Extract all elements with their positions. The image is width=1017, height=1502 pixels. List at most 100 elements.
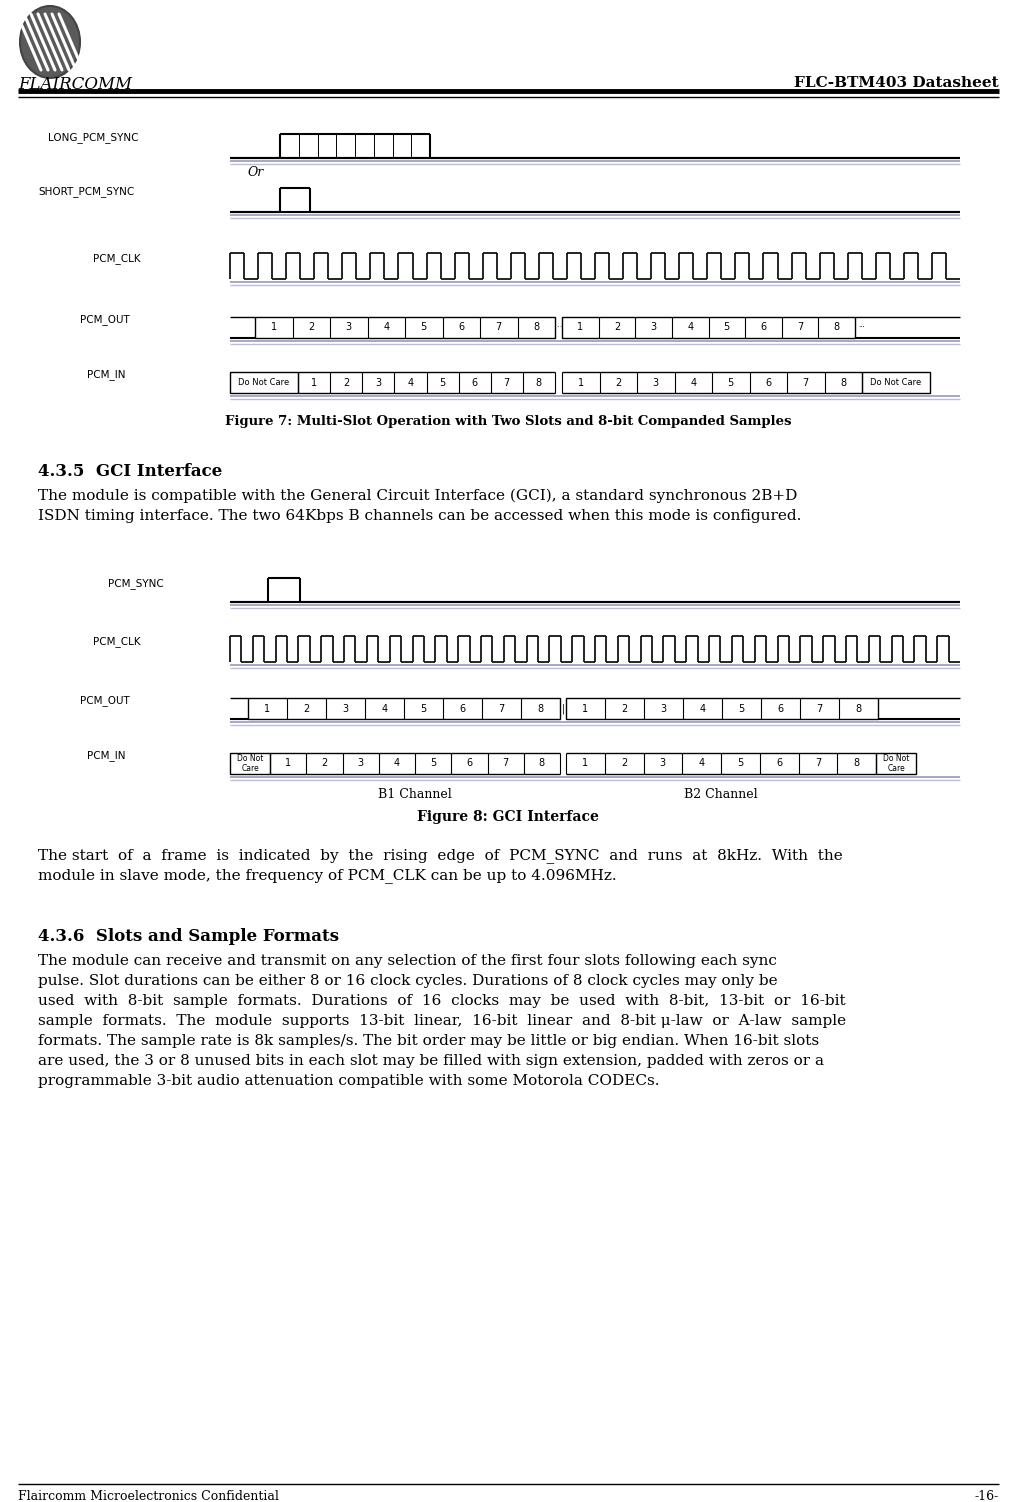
- Text: 7: 7: [797, 323, 803, 332]
- Bar: [562, 317, 855, 338]
- Text: 7: 7: [817, 703, 823, 713]
- Text: 6: 6: [460, 703, 466, 713]
- Text: 5: 5: [737, 759, 743, 769]
- Text: 5: 5: [430, 759, 436, 769]
- Text: sample  formats.  The  module  supports  13-bit  linear,  16-bit  linear  and  8: sample formats. The module supports 13-b…: [38, 1014, 846, 1027]
- Text: 3: 3: [343, 703, 349, 713]
- Text: The module can receive and transmit on any selection of the first four slots fol: The module can receive and transmit on a…: [38, 954, 777, 967]
- Text: B1 Channel: B1 Channel: [378, 789, 452, 801]
- Text: 3: 3: [651, 323, 657, 332]
- Text: PCM_SYNC: PCM_SYNC: [108, 578, 164, 589]
- Bar: [230, 753, 270, 774]
- Text: 5: 5: [738, 703, 744, 713]
- Text: Do Not
Care: Do Not Care: [237, 754, 263, 774]
- Text: formats. The sample rate is 8k samples/s. The bit order may be little or big end: formats. The sample rate is 8k samples/s…: [38, 1033, 819, 1048]
- Text: 7: 7: [498, 703, 504, 713]
- Text: 2: 2: [343, 377, 349, 388]
- Text: FLAIRCOMM: FLAIRCOMM: [18, 77, 132, 93]
- Text: programmable 3-bit audio attenuation compatible with some Motorola CODECs.: programmable 3-bit audio attenuation com…: [38, 1074, 659, 1087]
- Text: 6: 6: [777, 703, 783, 713]
- Text: Or: Or: [248, 167, 264, 179]
- Text: 4: 4: [699, 759, 705, 769]
- Text: pulse. Slot durations can be either 8 or 16 clock cycles. Durations of 8 clock c: pulse. Slot durations can be either 8 or…: [38, 973, 778, 988]
- Text: 1: 1: [311, 377, 317, 388]
- Text: Flaircomm Microelectronics Confidential: Flaircomm Microelectronics Confidential: [18, 1490, 279, 1502]
- Text: 3: 3: [346, 323, 352, 332]
- Text: 2: 2: [308, 323, 314, 332]
- Text: FLC-BTM403 Datasheet: FLC-BTM403 Datasheet: [794, 77, 999, 90]
- Text: LONG_PCM_SYNC: LONG_PCM_SYNC: [48, 132, 138, 143]
- Text: 4: 4: [408, 377, 414, 388]
- Text: ···: ···: [858, 324, 864, 330]
- Text: 8: 8: [537, 703, 543, 713]
- Text: 2: 2: [621, 759, 627, 769]
- Text: 4: 4: [687, 323, 694, 332]
- Text: 1: 1: [285, 759, 291, 769]
- Text: 8: 8: [533, 323, 539, 332]
- Text: Do Not Care: Do Not Care: [238, 379, 290, 388]
- Text: 6: 6: [761, 323, 767, 332]
- Ellipse shape: [20, 6, 80, 78]
- Text: 2: 2: [615, 377, 621, 388]
- Text: -16-: -16-: [974, 1490, 999, 1502]
- Bar: [230, 372, 298, 394]
- Bar: [876, 753, 916, 774]
- Text: 4: 4: [381, 703, 387, 713]
- Text: ···: ···: [554, 323, 562, 332]
- Text: 1: 1: [583, 759, 589, 769]
- Text: module in slave mode, the frequency of PCM_CLK can be up to 4.096MHz.: module in slave mode, the frequency of P…: [38, 868, 616, 883]
- Text: 1: 1: [578, 377, 584, 388]
- Text: Figure 8: GCI Interface: Figure 8: GCI Interface: [417, 810, 599, 825]
- Text: 1: 1: [583, 703, 589, 713]
- Text: The start  of  a  frame  is  indicated  by  the  rising  edge  of  PCM_SYNC  and: The start of a frame is indicated by the…: [38, 849, 843, 862]
- Text: Do Not
Care: Do Not Care: [883, 754, 909, 774]
- Text: PCM_CLK: PCM_CLK: [93, 635, 140, 647]
- Text: 4.3.6  Slots and Sample Formats: 4.3.6 Slots and Sample Formats: [38, 928, 339, 945]
- Text: 3: 3: [653, 377, 659, 388]
- Text: 7: 7: [495, 323, 501, 332]
- Text: 4: 4: [394, 759, 400, 769]
- Text: 4: 4: [700, 703, 706, 713]
- Text: 5: 5: [420, 703, 426, 713]
- Text: 7: 7: [503, 377, 510, 388]
- Text: 2: 2: [621, 703, 627, 713]
- Text: 1: 1: [578, 323, 584, 332]
- Text: 5: 5: [724, 323, 730, 332]
- Text: 2: 2: [321, 759, 327, 769]
- Text: 4: 4: [691, 377, 697, 388]
- Text: 6: 6: [467, 759, 473, 769]
- Text: 5: 5: [421, 323, 427, 332]
- Text: |: |: [561, 703, 564, 713]
- Text: 8: 8: [853, 759, 859, 769]
- Text: B2 Channel: B2 Channel: [684, 789, 758, 801]
- Text: 4.3.5  GCI Interface: 4.3.5 GCI Interface: [38, 463, 223, 481]
- Text: used  with  8-bit  sample  formats.  Durations  of  16  clocks  may  be  used  w: used with 8-bit sample formats. Duration…: [38, 994, 845, 1008]
- Text: 2: 2: [614, 323, 620, 332]
- Text: PCM_IN: PCM_IN: [87, 749, 125, 762]
- Text: 3: 3: [375, 377, 381, 388]
- Text: 6: 6: [459, 323, 465, 332]
- Text: PCM_OUT: PCM_OUT: [80, 314, 130, 324]
- Text: 1: 1: [264, 703, 271, 713]
- Bar: [255, 317, 555, 338]
- Text: 6: 6: [472, 377, 478, 388]
- Bar: [248, 698, 560, 719]
- Text: 3: 3: [358, 759, 364, 769]
- Text: 5: 5: [727, 377, 734, 388]
- Text: PCM_CLK: PCM_CLK: [93, 252, 140, 264]
- Text: 8: 8: [840, 377, 846, 388]
- Text: 5: 5: [439, 377, 445, 388]
- Text: are used, the 3 or 8 unused bits in each slot may be filled with sign extension,: are used, the 3 or 8 unused bits in each…: [38, 1054, 824, 1068]
- Text: 2: 2: [303, 703, 309, 713]
- Text: 4: 4: [383, 323, 390, 332]
- Text: 6: 6: [765, 377, 771, 388]
- Bar: [566, 698, 878, 719]
- Text: PCM_IN: PCM_IN: [87, 369, 125, 380]
- Text: 8: 8: [855, 703, 861, 713]
- Text: 1: 1: [271, 323, 277, 332]
- Text: 7: 7: [815, 759, 821, 769]
- Text: 6: 6: [776, 759, 782, 769]
- Text: ISDN timing interface. The two 64Kbps B channels can be accessed when this mode : ISDN timing interface. The two 64Kbps B …: [38, 509, 801, 523]
- Text: PCM_OUT: PCM_OUT: [80, 695, 130, 706]
- Text: Do Not Care: Do Not Care: [871, 379, 921, 388]
